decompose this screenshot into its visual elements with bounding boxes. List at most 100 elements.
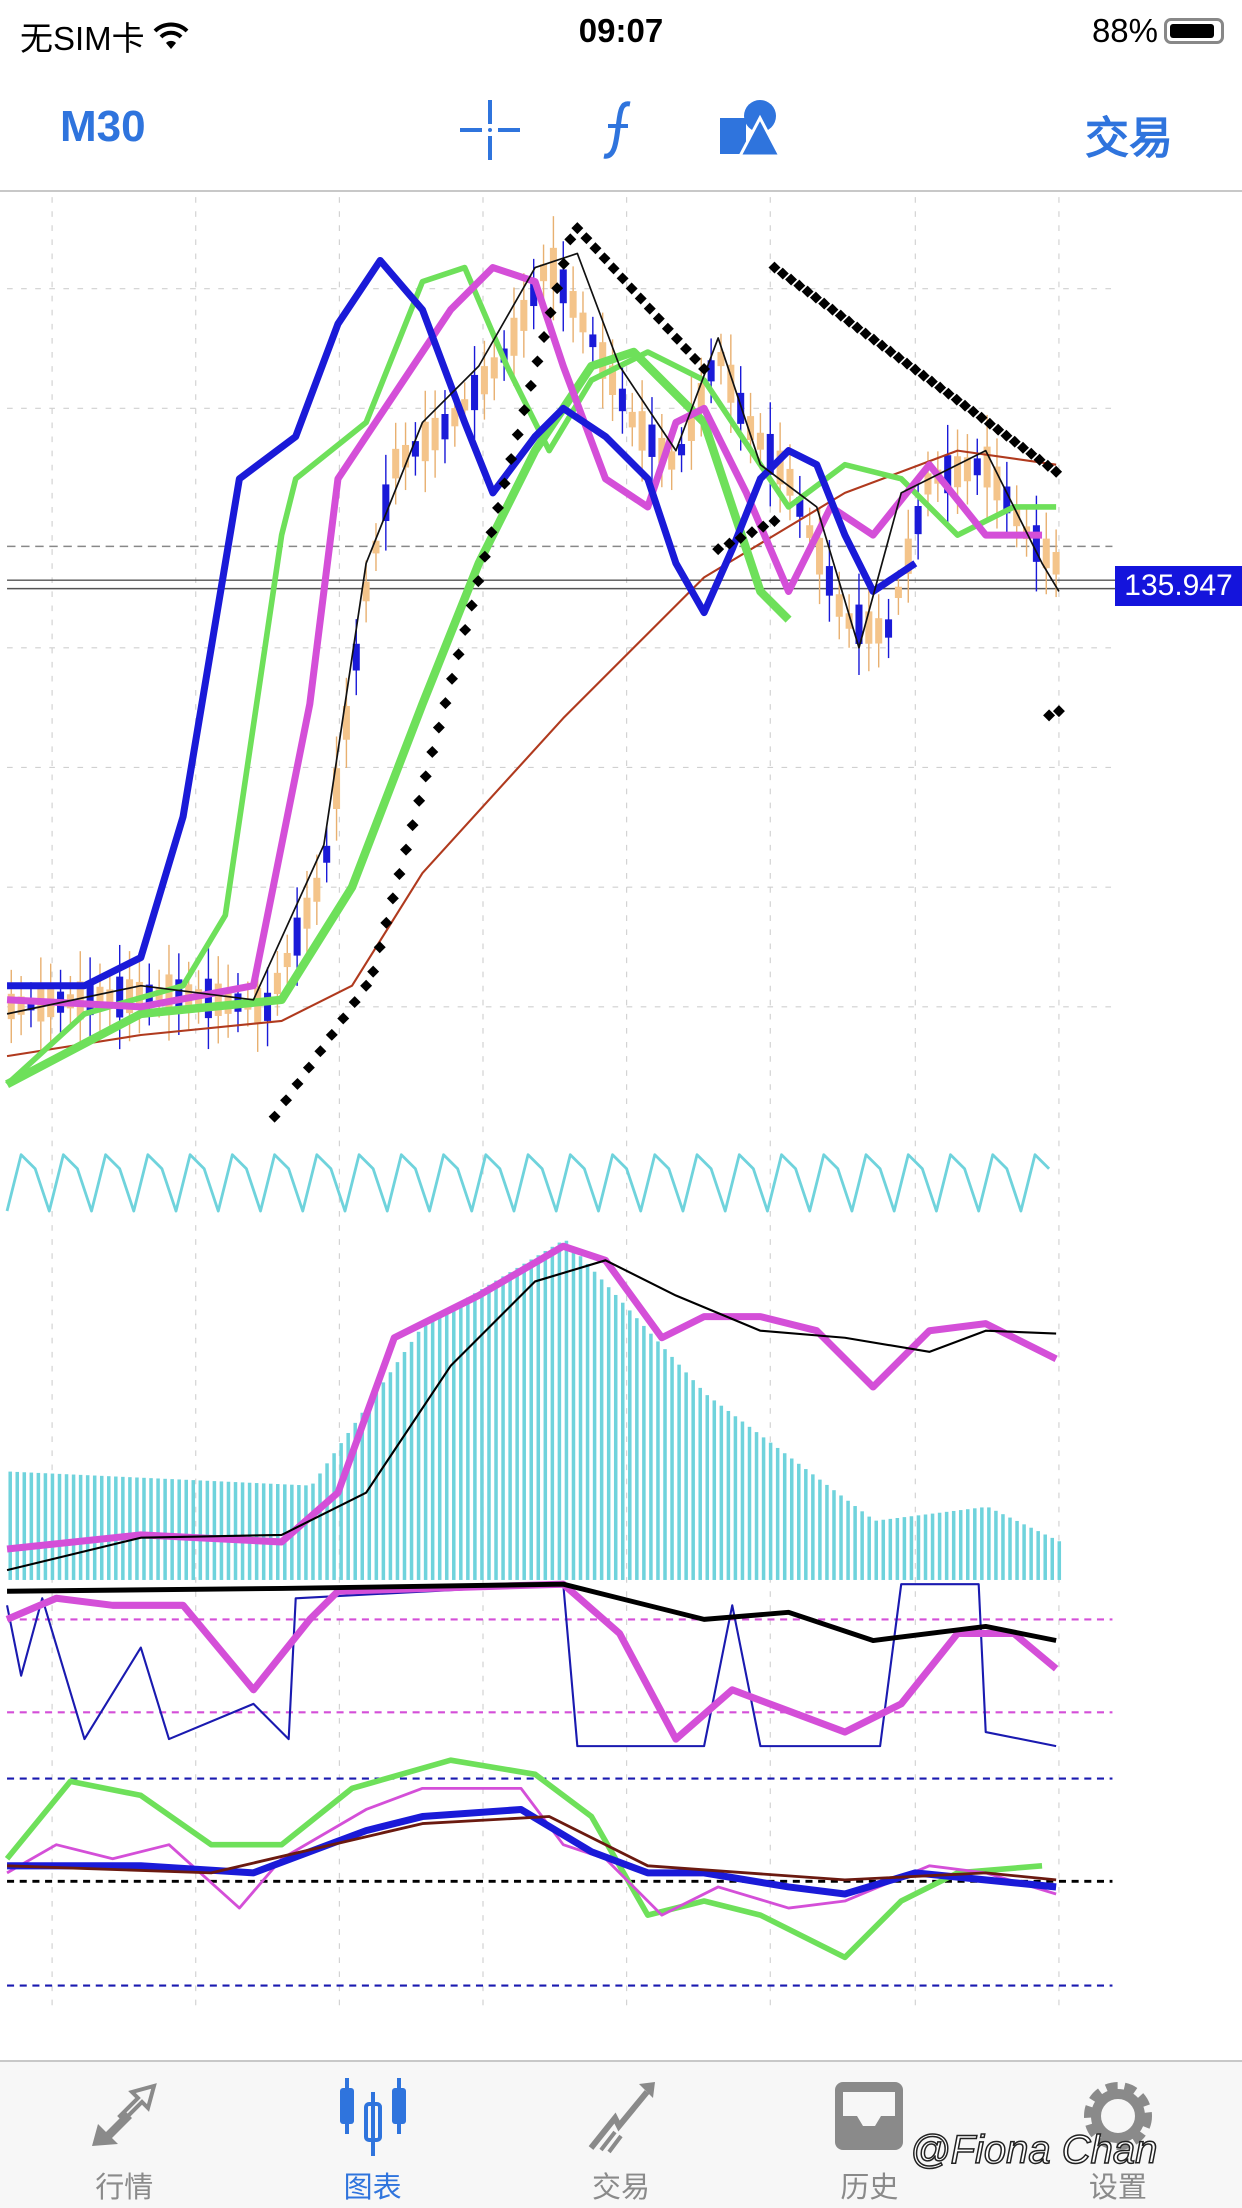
candle-body (352, 643, 360, 671)
candle-body (116, 976, 124, 1018)
psar-dot (478, 550, 491, 563)
macd-histogram-bar (895, 1518, 900, 1580)
macd-histogram-bar (191, 1480, 196, 1580)
psar-dot (302, 1061, 315, 1074)
psar-dot (452, 648, 465, 661)
macd-histogram-bar (818, 1479, 822, 1580)
clock: 09:07 (578, 12, 664, 49)
tab-chart[interactable]: 图表 (248, 2062, 496, 2208)
tab-quotes[interactable]: 行情 (0, 2062, 248, 2208)
candle-body (362, 581, 370, 602)
psar-dot (446, 672, 458, 685)
macd-histogram-bar (99, 1475, 104, 1580)
objects-icon[interactable] (718, 98, 782, 160)
macd-histogram-bar (578, 1256, 583, 1580)
macd-histogram-bar (473, 1293, 477, 1580)
psar-dot (598, 252, 611, 265)
macd-histogram-bar (466, 1297, 470, 1580)
macd-histogram-bar (487, 1284, 491, 1580)
psar-dot (634, 292, 647, 305)
macd-histogram-bar (304, 1485, 308, 1580)
psar-dot (406, 819, 419, 832)
signal-line (6, 1259, 1057, 1572)
tab-settings[interactable]: 设置 (994, 2062, 1242, 2208)
candle-body (204, 978, 212, 1019)
candle-body (1032, 525, 1040, 562)
history-icon (835, 2082, 904, 2150)
stoch-slow-line (5, 1580, 1059, 1743)
macd-histogram-bar (374, 1392, 379, 1580)
tab-history[interactable]: 历史 (745, 2062, 993, 2208)
candle-body (7, 993, 15, 1020)
macd-histogram-bar (480, 1289, 484, 1580)
macd-histogram-bar (219, 1481, 224, 1580)
candle-body (894, 586, 902, 598)
watermark: @Fiona Chan (909, 2127, 1158, 2173)
macd-histogram-bar (543, 1251, 548, 1580)
status-bar: 无SIM卡 09:07 88% (0, 0, 1242, 66)
macd-histogram-bar (789, 1458, 794, 1580)
candle-body (806, 525, 814, 538)
candle-body (579, 312, 587, 333)
function-icon[interactable] (598, 100, 638, 160)
tab-trade[interactable]: 交易 (497, 2062, 745, 2208)
candle-body (904, 538, 912, 574)
macd-histogram-bar (1029, 1527, 1033, 1580)
macd-histogram-bar (888, 1518, 893, 1580)
macd-histogram-bar (395, 1362, 400, 1580)
macd-histogram-bar (36, 1472, 41, 1580)
psar-dot (413, 794, 426, 807)
candle-body (402, 444, 410, 468)
macd-histogram-bar (128, 1477, 132, 1580)
candle-body (609, 365, 617, 395)
crosshair-icon[interactable] (458, 100, 522, 160)
macd-histogram-bar (318, 1473, 322, 1580)
candle-body (786, 468, 794, 496)
candle-body (1013, 506, 1021, 527)
macd-histogram-bar (874, 1520, 878, 1580)
macd-histogram-bar (958, 1510, 963, 1580)
macd-histogram-bar (846, 1500, 850, 1580)
candle-body (313, 877, 321, 902)
macd-histogram-bar (726, 1410, 731, 1580)
psar-dot (745, 526, 758, 539)
macd-histogram-bar (754, 1432, 759, 1580)
macd-histogram-bar (613, 1294, 618, 1580)
trade-button[interactable]: 交易 (1085, 114, 1173, 163)
macd-histogram-bar (64, 1474, 69, 1580)
psar-dot (544, 306, 557, 319)
battery-icon (1164, 18, 1224, 44)
psar-dot (901, 357, 913, 370)
psar-dot (625, 282, 638, 295)
candle-body (549, 247, 557, 289)
macd-histogram-bar (254, 1483, 259, 1580)
macd-histogram-bar (923, 1514, 928, 1580)
tab-label: 图表 (343, 2172, 402, 2204)
ma-green-slow-line (5, 347, 792, 1089)
macd-histogram-bar (430, 1318, 435, 1580)
macd-histogram-bar (444, 1310, 449, 1580)
candle-body (658, 437, 666, 464)
candle-body (490, 357, 498, 379)
psar-dot (314, 1045, 327, 1058)
timeframe-button[interactable]: M30 (60, 102, 146, 151)
macd-histogram-bar (684, 1372, 688, 1580)
psar-dot (325, 1028, 338, 1041)
trade-icon (588, 2082, 656, 2154)
macd-histogram-bar (698, 1387, 702, 1580)
candle-body (678, 444, 686, 456)
indicator-green-line (4, 1757, 1043, 1961)
candle-body (431, 417, 439, 451)
psar-dot (712, 543, 725, 556)
macd-histogram-bar (367, 1402, 372, 1580)
ma-magenta-line (6, 264, 1043, 1011)
stoch-trend-line (7, 1581, 1057, 1643)
ma-blue-line (7, 256, 918, 990)
macd-histogram-bar (71, 1474, 76, 1580)
psar-dot (734, 531, 747, 544)
psar-dot (1017, 441, 1029, 454)
macd-histogram-bar (642, 1325, 646, 1580)
candle-body (776, 450, 784, 485)
candle-body (333, 768, 341, 809)
